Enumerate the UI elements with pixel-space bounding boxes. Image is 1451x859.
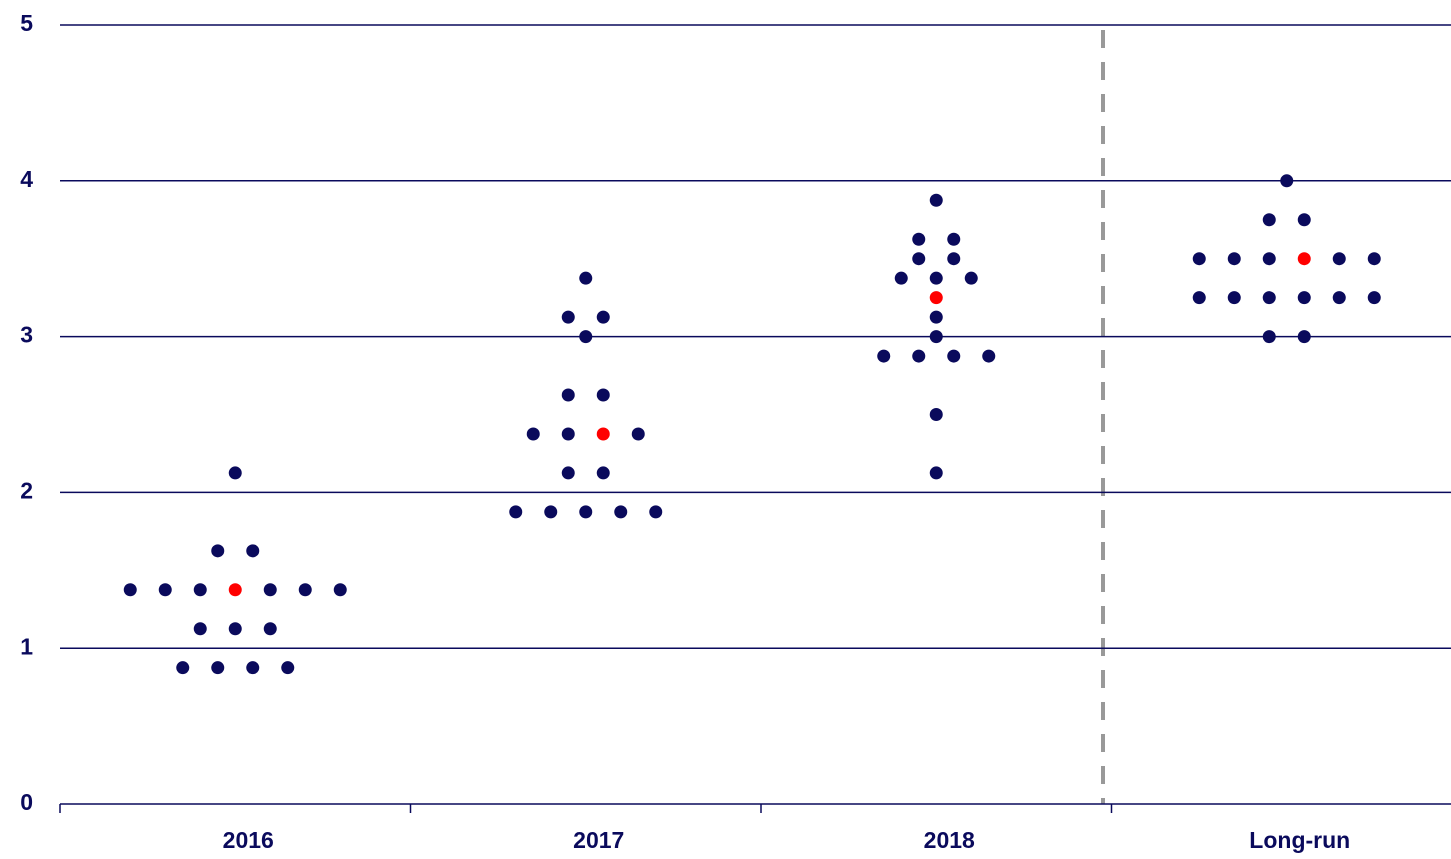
dot	[193, 622, 207, 636]
median-dot	[596, 427, 610, 441]
dot	[509, 505, 523, 519]
dot	[579, 505, 593, 519]
dot	[614, 505, 628, 519]
dot	[246, 661, 260, 675]
dot	[1367, 291, 1381, 305]
y-tick-label: 2	[20, 477, 33, 503]
dot	[123, 583, 137, 597]
dot	[596, 388, 610, 402]
dot	[176, 661, 190, 675]
x-tick-label: 2018	[924, 827, 975, 853]
median-dot	[228, 583, 242, 597]
dot	[561, 466, 575, 480]
x-tick-label: Long-run	[1249, 827, 1350, 853]
x-tick-label: 2017	[573, 827, 624, 853]
dot	[561, 427, 575, 441]
dot	[1280, 174, 1294, 188]
dot	[561, 388, 575, 402]
dot	[631, 427, 645, 441]
dot	[228, 466, 242, 480]
dot	[579, 330, 593, 344]
dot	[211, 661, 225, 675]
dot	[1227, 291, 1241, 305]
dot	[929, 193, 943, 207]
dot	[1262, 252, 1276, 266]
dot	[579, 271, 593, 285]
dot	[263, 622, 277, 636]
dot	[1297, 330, 1311, 344]
dot	[1367, 252, 1381, 266]
dot	[193, 583, 207, 597]
dot	[333, 583, 347, 597]
y-tick-label: 3	[20, 322, 33, 348]
y-tick-label: 5	[20, 10, 33, 36]
dot	[211, 544, 225, 558]
dot	[1297, 291, 1311, 305]
dot	[947, 252, 961, 266]
dot	[894, 271, 908, 285]
dot	[158, 583, 172, 597]
dot	[1227, 252, 1241, 266]
median-dot	[929, 291, 943, 305]
dot	[1332, 252, 1346, 266]
dot	[263, 583, 277, 597]
y-tick-label: 1	[20, 633, 33, 659]
dot	[929, 466, 943, 480]
dot	[929, 330, 943, 344]
dot	[1297, 213, 1311, 227]
median-dot	[1297, 252, 1311, 266]
dot	[561, 310, 575, 324]
dot	[947, 232, 961, 246]
dot	[1192, 252, 1206, 266]
dot	[1332, 291, 1346, 305]
dot	[246, 544, 260, 558]
dot	[912, 349, 926, 363]
dot	[649, 505, 663, 519]
y-tick-label: 4	[20, 166, 33, 192]
dot	[929, 310, 943, 324]
dot	[1262, 330, 1276, 344]
dot	[1192, 291, 1206, 305]
dot	[929, 408, 943, 421]
dot	[526, 427, 540, 441]
dot	[1262, 291, 1276, 305]
dot	[298, 583, 312, 597]
dot	[1262, 213, 1276, 227]
dot	[929, 271, 943, 285]
dot	[912, 232, 926, 246]
dot	[544, 505, 558, 519]
x-tick-label: 2016	[223, 827, 274, 853]
y-tick-label: 0	[20, 789, 33, 815]
dot	[877, 349, 891, 363]
dot	[947, 349, 961, 363]
dot	[596, 466, 610, 480]
dot	[912, 252, 926, 266]
dot	[596, 310, 610, 324]
dot	[982, 349, 996, 363]
dot	[281, 661, 295, 675]
dot	[228, 622, 242, 636]
dot	[964, 271, 978, 285]
